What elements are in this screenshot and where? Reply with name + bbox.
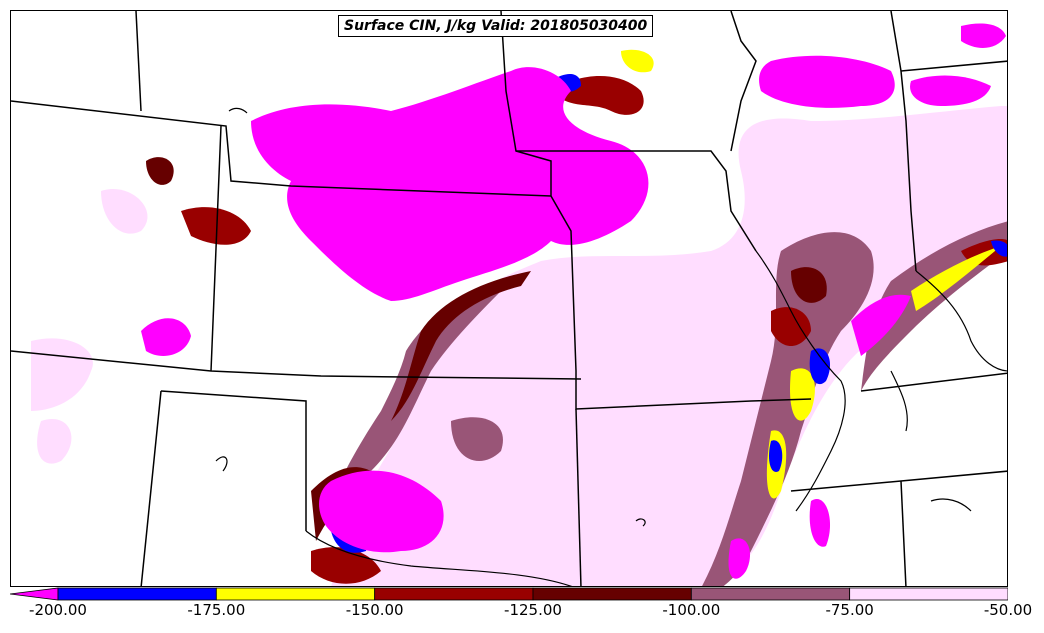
colorbar-segment (849, 587, 1008, 601)
colorbar-tick-label: -125.00 (504, 601, 562, 619)
colorbar-tick-label: -175.00 (187, 601, 246, 619)
cin-fill-lt200 (141, 23, 1006, 579)
cin-map (11, 11, 1007, 586)
colorbar-segment (532, 587, 692, 601)
colorbar-segment (690, 587, 851, 601)
colorbar-segment (10, 587, 59, 601)
colorbar-segment (57, 587, 217, 601)
colorbar-tick-label: -100.00 (662, 601, 721, 619)
river-lines (215, 107, 1007, 586)
map-panel (10, 10, 1008, 587)
colorbar-tick-label: -50.00 (983, 601, 1033, 619)
colorbar-tick-label: -200.00 (29, 601, 87, 619)
state-boundaries (11, 11, 1007, 586)
colorbar-segment (374, 587, 534, 601)
colorbar-tick-label: -75.00 (825, 601, 874, 619)
colorbar-tick-label: -150.00 (345, 601, 404, 619)
cin-fill-75-50 (31, 106, 1007, 586)
colorbar (10, 587, 1008, 601)
map-title: Surface CIN, J/kg Valid: 201805030400 (338, 15, 654, 37)
colorbar-segment (215, 587, 376, 601)
